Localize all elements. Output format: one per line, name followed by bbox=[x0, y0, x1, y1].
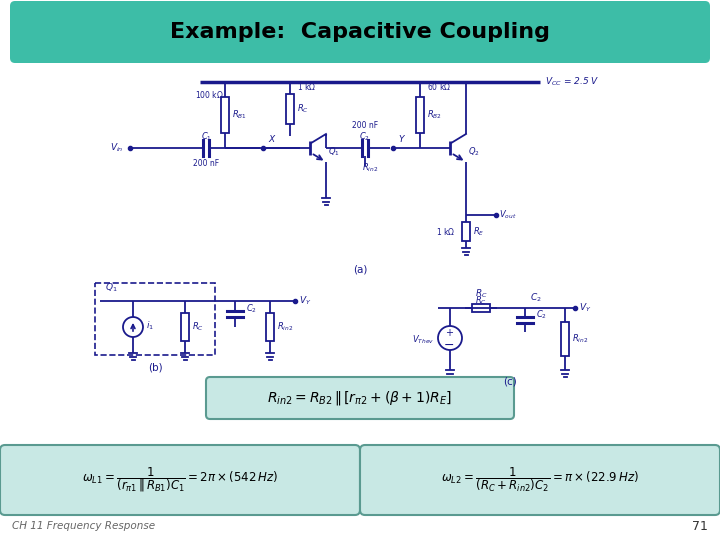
Text: $V_{out}$: $V_{out}$ bbox=[499, 209, 516, 221]
Text: $Q_1$: $Q_1$ bbox=[328, 145, 340, 158]
Text: $Q_2$: $Q_2$ bbox=[468, 145, 480, 158]
Bar bbox=[561, 322, 569, 356]
Text: $R_C$: $R_C$ bbox=[297, 103, 309, 115]
FancyBboxPatch shape bbox=[206, 377, 514, 419]
Text: $V_{in}$: $V_{in}$ bbox=[110, 141, 124, 154]
Text: $R_{B1}$: $R_{B1}$ bbox=[232, 109, 247, 122]
FancyBboxPatch shape bbox=[10, 1, 710, 63]
Text: $R_{in2}$: $R_{in2}$ bbox=[572, 333, 588, 345]
Text: 1 k$\Omega$: 1 k$\Omega$ bbox=[436, 226, 455, 237]
Text: +: + bbox=[445, 328, 453, 338]
Text: $R_{B2}$: $R_{B2}$ bbox=[427, 109, 442, 122]
Text: $-$: $-$ bbox=[444, 338, 454, 350]
Text: $R_{in2}$: $R_{in2}$ bbox=[277, 321, 293, 333]
Text: $\omega_{L2} = \dfrac{1}{(R_C + R_{in2})C_2} = \pi \times (22.9\,Hz)$: $\omega_{L2} = \dfrac{1}{(R_C + R_{in2})… bbox=[441, 465, 639, 495]
Text: $C_2$: $C_2$ bbox=[530, 291, 541, 303]
Text: $R_E$: $R_E$ bbox=[473, 225, 485, 238]
Text: $V_{Thev}$: $V_{Thev}$ bbox=[412, 334, 434, 346]
Text: 100 k$\Omega$: 100 k$\Omega$ bbox=[195, 89, 224, 99]
FancyBboxPatch shape bbox=[0, 445, 360, 515]
Text: 60 k$\Omega$: 60 k$\Omega$ bbox=[427, 81, 451, 92]
Text: $C_2$: $C_2$ bbox=[246, 303, 257, 315]
Text: $V_Y$: $V_Y$ bbox=[299, 295, 312, 307]
Text: $C_1$: $C_1$ bbox=[200, 131, 212, 143]
Text: Example:  Capacitive Coupling: Example: Capacitive Coupling bbox=[170, 22, 550, 42]
Text: (c): (c) bbox=[503, 377, 517, 387]
Text: $V_{CC}$ = 2.5 V: $V_{CC}$ = 2.5 V bbox=[545, 76, 599, 88]
Bar bbox=[416, 97, 424, 133]
Text: $i_1$: $i_1$ bbox=[146, 320, 154, 333]
Text: $C_2$: $C_2$ bbox=[536, 309, 547, 321]
Text: $R_{in2}$: $R_{in2}$ bbox=[362, 161, 378, 173]
Text: (b): (b) bbox=[148, 362, 162, 372]
Text: $R_C$: $R_C$ bbox=[475, 295, 487, 307]
Text: $V_Y$: $V_Y$ bbox=[579, 302, 591, 314]
Text: $R_C$: $R_C$ bbox=[474, 287, 487, 300]
Text: $R_C$: $R_C$ bbox=[192, 321, 204, 333]
Text: $C_2$: $C_2$ bbox=[359, 131, 371, 143]
Text: Y: Y bbox=[398, 134, 403, 144]
Text: $R_{in2} = R_{B2}\,\|\,\left[r_{\pi2} + (\beta+1)R_E\right]$: $R_{in2} = R_{B2}\,\|\,\left[r_{\pi2} + … bbox=[268, 389, 452, 407]
Bar bbox=[221, 97, 229, 133]
Text: 200 nF: 200 nF bbox=[193, 159, 219, 168]
Bar bbox=[286, 94, 294, 124]
Text: $\omega_{L1} = \dfrac{1}{(r_{\pi1}\,\|\,R_{B1})C_1} = 2\pi \times (542\,Hz)$: $\omega_{L1} = \dfrac{1}{(r_{\pi1}\,\|\,… bbox=[82, 465, 278, 494]
Bar bbox=[181, 313, 189, 341]
Bar bbox=[462, 222, 470, 241]
Bar bbox=[266, 313, 274, 341]
Text: CH 11 Frequency Response: CH 11 Frequency Response bbox=[12, 521, 155, 531]
Bar bbox=[95, 283, 215, 355]
Text: 71: 71 bbox=[692, 519, 708, 532]
Text: X: X bbox=[268, 134, 274, 144]
Text: (a): (a) bbox=[353, 265, 367, 275]
Text: 200 nF: 200 nF bbox=[352, 122, 378, 131]
Bar bbox=[472, 304, 490, 312]
FancyBboxPatch shape bbox=[360, 445, 720, 515]
Text: $Q_1$: $Q_1$ bbox=[105, 282, 117, 294]
Text: 1 k$\Omega$: 1 k$\Omega$ bbox=[297, 81, 316, 92]
